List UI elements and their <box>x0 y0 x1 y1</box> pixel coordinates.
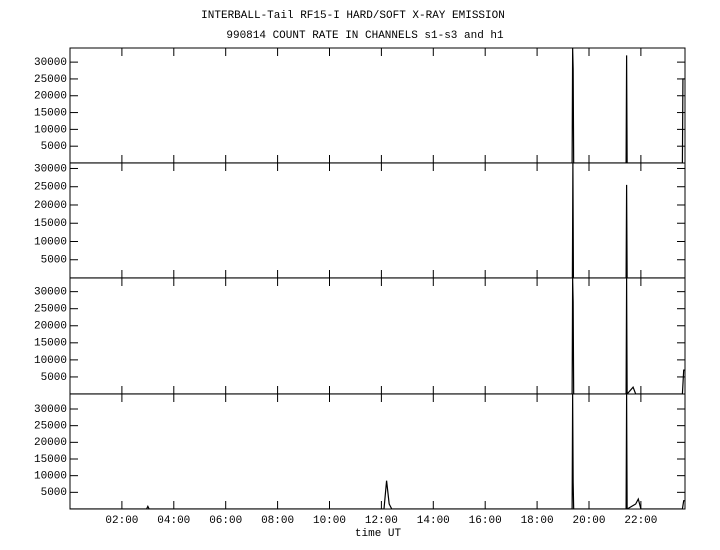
y-tick-label: 20000 <box>34 437 67 449</box>
x-tick-label: 22:00 <box>624 515 657 527</box>
y-tick-label: 30000 <box>34 287 67 299</box>
plot-area <box>70 48 685 163</box>
y-tick-label: 10000 <box>34 471 67 483</box>
y-tick-label: 30000 <box>34 404 67 416</box>
data-line <box>70 163 685 278</box>
x-tick-label: 10:00 <box>313 515 346 527</box>
y-tick-label: 5000 <box>41 487 67 499</box>
y-tick-label: 25000 <box>34 182 67 194</box>
panel-frame <box>69 277 686 395</box>
x-tick-label: 08:00 <box>261 515 294 527</box>
data-line <box>70 394 685 509</box>
y-tick-label: 15000 <box>34 338 67 350</box>
y-tick-label: 10000 <box>34 355 67 367</box>
y-tick-label: 25000 <box>34 304 67 316</box>
y-tick-label: 20000 <box>34 91 67 103</box>
y-tick-label: 25000 <box>34 74 67 86</box>
panel-frame <box>69 47 686 164</box>
x-tick-label: 20:00 <box>572 515 605 527</box>
plot-area <box>70 278 685 394</box>
panel-frame <box>69 162 686 279</box>
x-tick-label: 16:00 <box>469 515 502 527</box>
data-line <box>70 278 685 394</box>
y-tick-label: 25000 <box>34 421 67 433</box>
x-tick-label: 12:00 <box>365 515 398 527</box>
y-tick-label: 5000 <box>41 141 67 153</box>
x-tick-label: 02:00 <box>105 515 138 527</box>
panel-frame <box>69 393 686 510</box>
chart-subtitle: 990814 COUNT RATE IN CHANNELS s1-s3 and … <box>226 30 504 42</box>
x-tick-label: 14:00 <box>417 515 450 527</box>
y-tick-label: 10000 <box>34 236 67 248</box>
x-axis-label: time UT <box>355 528 402 540</box>
plot-area <box>70 163 685 278</box>
y-tick-label: 5000 <box>41 372 67 384</box>
x-tick-label: 18:00 <box>521 515 554 527</box>
y-tick-label: 15000 <box>34 218 67 230</box>
x-tick-label: 06:00 <box>209 515 242 527</box>
plot-area <box>70 394 685 509</box>
y-tick-label: 20000 <box>34 321 67 333</box>
y-tick-label: 10000 <box>34 124 67 136</box>
x-tick-label: 04:00 <box>157 515 190 527</box>
y-tick-label: 30000 <box>34 57 67 69</box>
y-tick-label: 15000 <box>34 107 67 119</box>
chart-title: INTERBALL-Tail RF15-I HARD/SOFT X-RAY EM… <box>201 10 505 22</box>
data-line <box>70 48 685 163</box>
y-tick-label: 5000 <box>41 255 67 267</box>
y-tick-label: 30000 <box>34 163 67 175</box>
y-tick-label: 20000 <box>34 200 67 212</box>
y-tick-label: 15000 <box>34 454 67 466</box>
